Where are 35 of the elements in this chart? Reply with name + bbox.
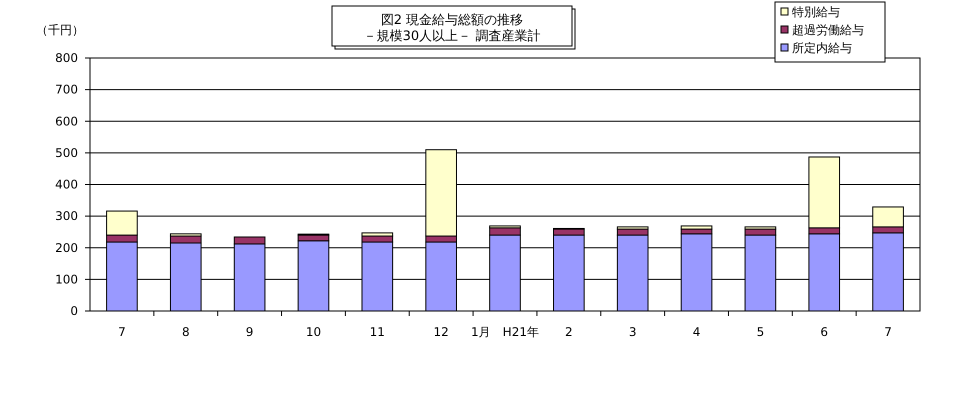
- bar: [361, 232, 394, 237]
- x-tick-label: 2: [565, 325, 573, 339]
- bar: [616, 226, 649, 230]
- bar: [170, 233, 202, 237]
- x-tick-label: 7: [118, 325, 126, 339]
- x-tick-label: 9: [246, 325, 254, 339]
- legend-label: 超過労働給与: [792, 23, 864, 37]
- x-tick-label: 8: [182, 325, 190, 339]
- x-tick-label: 11: [370, 325, 385, 339]
- y-tick-label: 600: [55, 114, 78, 128]
- x-tick-label: 10: [306, 325, 322, 339]
- bar: [744, 226, 776, 230]
- legend-label: 所定内給与: [792, 41, 852, 55]
- y-tick-label: 300: [55, 209, 78, 224]
- y-axis-title: （千円）: [36, 23, 84, 37]
- y-tick-label: 400: [55, 178, 78, 192]
- legend-label: 特別給与: [792, 5, 840, 19]
- x-tick-label: 5: [756, 325, 764, 339]
- x-tick-label: 4: [692, 325, 700, 339]
- y-tick-label: 100: [55, 272, 78, 286]
- y-tick-label: 500: [55, 146, 78, 160]
- y-tick-label: 200: [55, 240, 78, 255]
- x-tick-label: 12: [434, 325, 449, 339]
- x-tick-label: 6: [820, 325, 828, 339]
- chart-title: 図2 現金給与総額の推移: [380, 13, 524, 28]
- chart-subtitle: －規模30人以上－ 調査産業計: [364, 28, 540, 44]
- bar: [298, 234, 330, 242]
- x-tick-label: 7: [884, 325, 892, 339]
- y-tick-label: 700: [55, 82, 78, 97]
- bar: [680, 225, 712, 230]
- y-tick-label: 800: [55, 51, 78, 65]
- x-tick-label: 1月 H21年: [471, 325, 539, 339]
- bar: [234, 236, 266, 244]
- x-tick-label: 3: [628, 325, 637, 339]
- y-tick-label: 0: [70, 304, 78, 318]
